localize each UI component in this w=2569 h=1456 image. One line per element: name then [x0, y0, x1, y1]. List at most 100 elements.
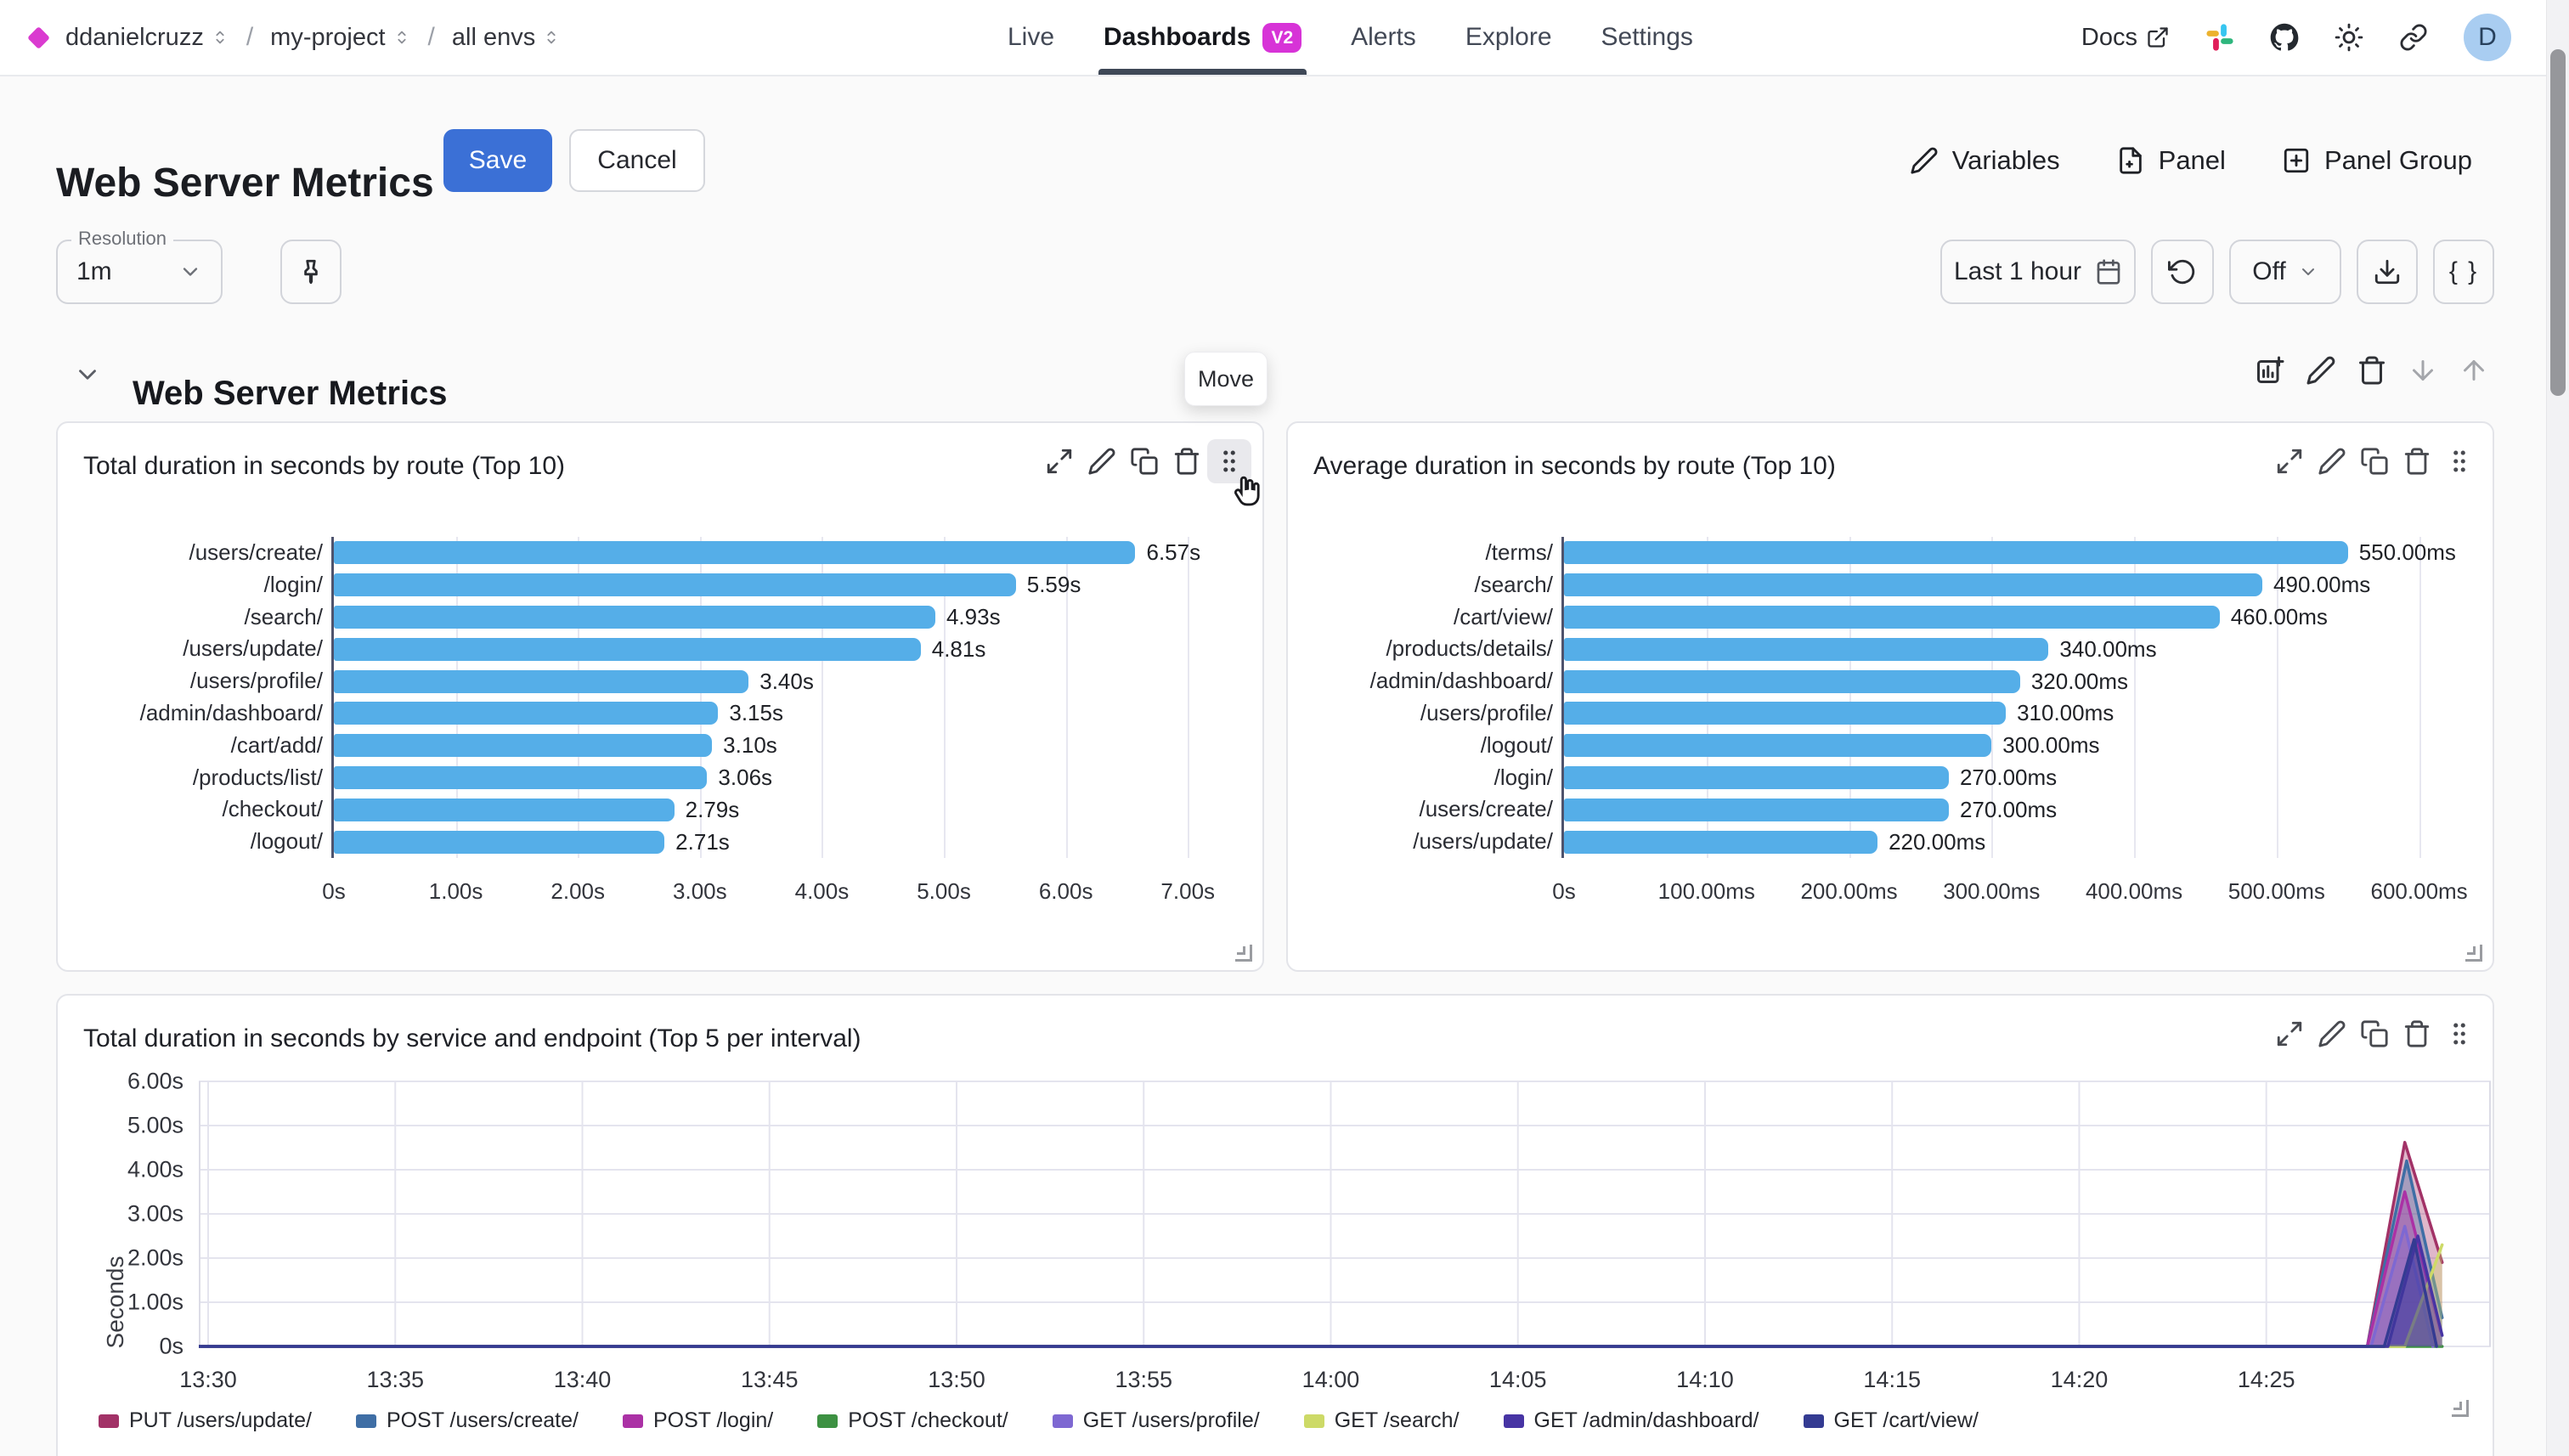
chart-plus-icon[interactable] — [2255, 355, 2285, 386]
github-icon[interactable] — [2270, 23, 2299, 52]
bar-value-label: 6.57s — [1146, 539, 1201, 566]
legend-item[interactable]: GET /admin/dashboard/ — [1503, 1408, 1759, 1433]
bar-row: 2.71s — [334, 826, 1240, 858]
drag-handle-icon — [1223, 450, 1235, 472]
resolution-label: Resolution — [71, 228, 173, 250]
scrollbar-thumb[interactable] — [2550, 49, 2566, 396]
trash-icon[interactable] — [2402, 1019, 2431, 1048]
x-axis-tick-label: 600.00ms — [2370, 878, 2468, 904]
bar-category-label: /terms/ — [1485, 539, 1553, 565]
series-area — [199, 1142, 2442, 1346]
drag-handle-icon[interactable] — [2445, 1019, 2474, 1048]
page-title: Web Server Metrics — [56, 161, 434, 206]
auto-refresh-value: Off — [2252, 257, 2286, 285]
calendar-icon — [2097, 259, 2120, 285]
bar-value-label: 3.06s — [718, 764, 773, 790]
time-range-picker[interactable]: Last 1 hour — [1940, 240, 2136, 304]
legend-item[interactable]: PUT /users/update/ — [99, 1408, 312, 1433]
pencil-icon[interactable] — [2318, 1019, 2346, 1048]
bar-category-label: /users/profile/ — [189, 668, 323, 694]
collapse-chevron-icon[interactable] — [73, 360, 102, 389]
resolution-value: 1m — [76, 257, 112, 285]
copy-icon[interactable] — [1130, 447, 1159, 476]
bar-row: 320.00ms — [1564, 665, 2470, 697]
timeseries-plot[interactable] — [199, 1076, 2491, 1357]
refresh-button[interactable] — [2151, 240, 2214, 304]
variables-button[interactable]: Variables — [1910, 145, 2060, 176]
bar — [1564, 637, 2049, 661]
legend-swatch — [1303, 1414, 1324, 1428]
v2-badge: V2 — [1262, 22, 1302, 53]
link-icon[interactable] — [2399, 23, 2428, 52]
drag-handle-active[interactable] — [1207, 439, 1251, 483]
vertical-scrollbar[interactable] — [2546, 0, 2569, 1456]
trash-icon[interactable] — [2402, 447, 2431, 476]
tab-live[interactable]: Live — [1008, 23, 1055, 51]
save-button[interactable]: Save — [443, 129, 552, 192]
tab-dashboards[interactable]: Dashboards V2 — [1098, 0, 1307, 75]
brightness-icon[interactable] — [2335, 23, 2363, 52]
expand-icon[interactable] — [1045, 447, 1074, 476]
resize-corner-icon[interactable] — [2452, 1400, 2469, 1417]
avatar[interactable]: D — [2464, 14, 2511, 61]
bar-value-label: 550.00ms — [2358, 539, 2456, 566]
legend-swatch — [817, 1414, 838, 1428]
pencil-icon[interactable] — [2306, 355, 2336, 386]
trash-icon[interactable] — [1172, 447, 1201, 476]
auto-refresh-select[interactable]: Off — [2229, 240, 2341, 304]
x-axis-tick-label: 7.00s — [1160, 878, 1216, 904]
pencil-icon[interactable] — [2318, 447, 2346, 476]
environment-selector[interactable]: all envs — [452, 24, 561, 52]
bar — [1564, 765, 1949, 789]
legend-item[interactable]: POST /users/create/ — [355, 1408, 579, 1433]
unfold-icon — [547, 31, 556, 44]
pencil-icon[interactable] — [1087, 447, 1116, 476]
trash-icon[interactable] — [2357, 355, 2387, 386]
gridline — [1991, 537, 1994, 858]
legend-label: GET /cart/view/ — [1833, 1408, 1979, 1432]
tab-explore[interactable]: Explore — [1465, 23, 1552, 51]
legend-item[interactable]: GET /search/ — [1303, 1408, 1460, 1433]
slack-icon[interactable] — [2205, 23, 2234, 52]
legend-item[interactable]: POST /login/ — [622, 1408, 773, 1433]
download-button[interactable] — [2357, 240, 2418, 304]
bar-category-label: /logout/ — [250, 828, 323, 855]
expand-icon[interactable] — [2275, 447, 2304, 476]
resize-corner-icon[interactable] — [1235, 945, 1252, 962]
arrow-up-icon[interactable] — [2459, 355, 2489, 386]
x-axis-tick-label: 200.00ms — [1800, 878, 1898, 904]
bar — [334, 605, 935, 629]
legend-label: GET /users/profile/ — [1082, 1408, 1260, 1432]
copy-icon[interactable] — [2360, 1019, 2389, 1048]
bar-row: 3.40s — [334, 665, 1240, 697]
add-panel-group-button[interactable]: Panel Group — [2282, 145, 2472, 176]
bar-value-label: 4.81s — [931, 635, 986, 662]
project-selector[interactable]: my-project — [270, 24, 410, 52]
add-panel-button[interactable]: Panel — [2116, 145, 2226, 176]
copy-icon[interactable] — [2360, 447, 2389, 476]
json-view-button[interactable]: { } — [2433, 240, 2494, 304]
legend-item[interactable]: POST /checkout/ — [817, 1408, 1008, 1433]
pin-button[interactable] — [280, 240, 342, 304]
project-name: my-project — [270, 23, 386, 51]
bar-row: 3.10s — [334, 730, 1240, 762]
resolution-select[interactable]: Resolution 1m — [56, 228, 223, 304]
bar — [1564, 669, 2020, 693]
legend-item[interactable]: GET /users/profile/ — [1052, 1408, 1260, 1433]
org-selector[interactable]: ddanielcruzz — [65, 24, 229, 52]
bar — [334, 734, 713, 758]
bar-row: 310.00ms — [1564, 697, 2470, 730]
drag-handle-icon[interactable] — [2445, 447, 2474, 476]
docs-link[interactable]: Docs — [2081, 24, 2170, 52]
series-line — [199, 1159, 2444, 1348]
legend-item[interactable]: GET /cart/view/ — [1803, 1408, 1979, 1433]
cancel-button[interactable]: Cancel — [569, 129, 705, 192]
expand-icon[interactable] — [2275, 1019, 2304, 1048]
tab-settings[interactable]: Settings — [1601, 23, 1693, 51]
resize-corner-icon[interactable] — [2465, 945, 2482, 962]
bar-value-label: 3.10s — [723, 732, 777, 759]
arrow-down-icon[interactable] — [2408, 355, 2438, 386]
tab-alerts[interactable]: Alerts — [1351, 23, 1416, 51]
bar-value-label: 2.79s — [685, 796, 740, 822]
series-area — [199, 1226, 2433, 1346]
